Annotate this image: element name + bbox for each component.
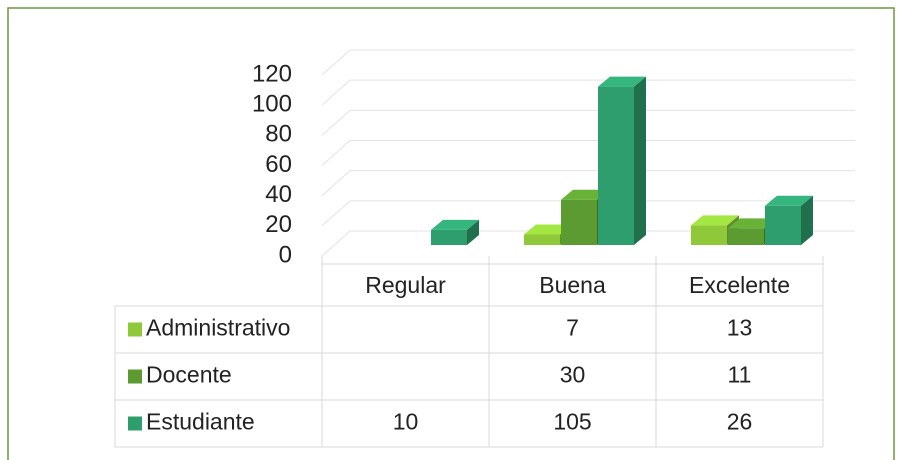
grid-line	[321, 200, 855, 227]
grid-line	[321, 230, 855, 257]
bar	[765, 195, 813, 245]
grid-line	[321, 170, 855, 197]
bar	[691, 215, 739, 245]
bar-side	[801, 195, 813, 245]
y-tick-label: 20	[265, 211, 292, 238]
bar-side	[467, 219, 479, 245]
data-label: 30	[560, 362, 586, 388]
bar-top	[691, 215, 739, 226]
y-tick-label: 40	[265, 181, 292, 208]
grid-line	[321, 79, 855, 106]
y-tick-label: 80	[265, 121, 292, 148]
bar-top	[524, 224, 572, 235]
bar	[431, 219, 479, 245]
bar-top	[765, 195, 813, 206]
data-label: 13	[727, 315, 753, 341]
data-label: 10	[393, 409, 419, 435]
frame	[7, 7, 895, 460]
legend-key	[128, 369, 142, 384]
bar-top	[561, 189, 609, 200]
legend-key	[128, 416, 142, 431]
bar-side	[634, 76, 646, 245]
bar-top	[728, 218, 776, 229]
bar-front	[691, 225, 727, 245]
legend-label: Administrativo	[146, 315, 290, 341]
legend-key	[128, 322, 142, 337]
bar-front	[598, 86, 634, 245]
bar-front	[765, 205, 801, 245]
bar-front	[524, 234, 560, 245]
grid-line	[321, 109, 855, 136]
grid-line	[321, 140, 855, 166]
bar-top	[598, 76, 646, 87]
data-label: 105	[553, 409, 591, 435]
y-tick-label: 60	[265, 151, 292, 178]
data-label: 11	[728, 362, 752, 388]
legend-label: Docente	[146, 362, 232, 388]
x-tick-label: Regular	[365, 272, 446, 298]
bar-front	[728, 228, 764, 245]
bar-front	[561, 199, 597, 245]
bar-front	[431, 229, 467, 245]
legend-label: Estudiante	[146, 409, 255, 435]
x-tick-label: Buena	[539, 272, 606, 298]
x-tick-label: Excelente	[689, 272, 790, 298]
y-tick-label: 120	[252, 60, 292, 87]
data-label: 7	[566, 315, 579, 341]
bar-top	[431, 219, 479, 230]
y-tick-label: 0	[279, 241, 292, 268]
y-tick-label: 100	[252, 91, 292, 118]
bar	[598, 76, 646, 245]
grid-line	[321, 49, 855, 76]
data-label: 26	[727, 409, 753, 435]
